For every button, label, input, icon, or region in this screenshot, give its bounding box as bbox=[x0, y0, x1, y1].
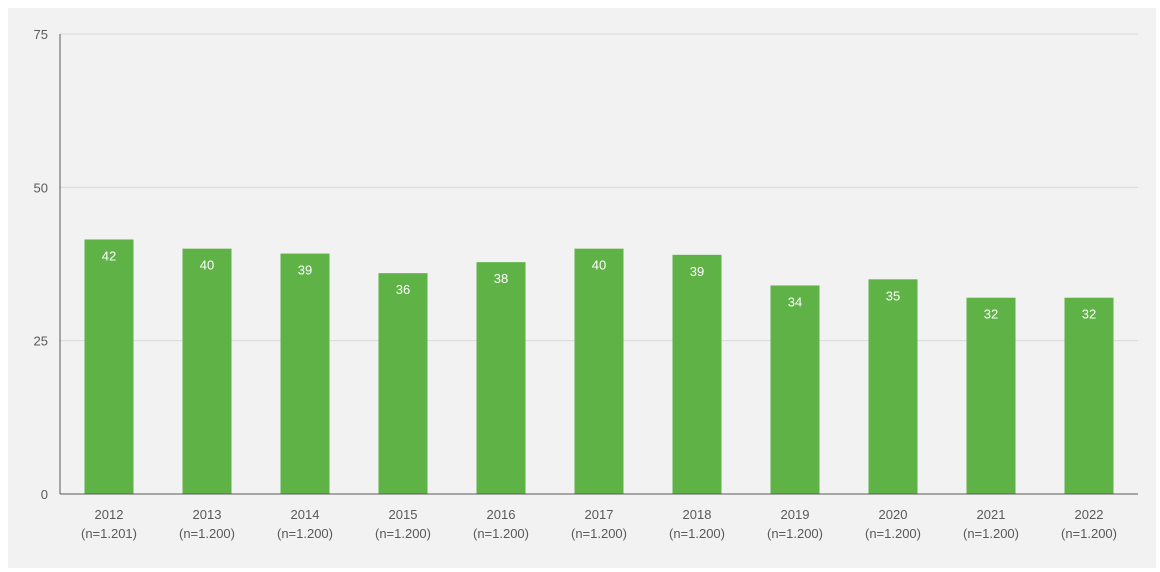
x-tick-label-year: 2021 bbox=[977, 507, 1006, 522]
x-tick-label-year: 2014 bbox=[291, 507, 320, 522]
data-label: 40 bbox=[200, 258, 214, 273]
data-label: 36 bbox=[396, 282, 410, 297]
bar bbox=[868, 279, 918, 494]
bar bbox=[966, 297, 1016, 494]
data-label: 34 bbox=[788, 294, 802, 309]
x-tick-label-year: 2019 bbox=[781, 507, 810, 522]
bar bbox=[574, 248, 624, 494]
chart-area: 0 25 50 75 42 40 39 36 38 40 39 34 35 32 32 2012 (n=1.… bbox=[8, 8, 1156, 568]
bars bbox=[84, 239, 1114, 494]
x-axis-ticks: 2012 (n=1.201) 2013 (n=1.200) 2014 (n=1.200) 2… bbox=[81, 507, 1117, 541]
y-tick-label: 75 bbox=[34, 27, 48, 42]
x-tick-label-year: 2015 bbox=[389, 507, 418, 522]
y-tick-label: 0 bbox=[41, 487, 48, 502]
x-tick-label-sample: (n=1.200) bbox=[767, 526, 823, 541]
x-tick-label-sample: (n=1.200) bbox=[963, 526, 1019, 541]
bar bbox=[84, 239, 134, 494]
x-tick-label-sample: (n=1.200) bbox=[865, 526, 921, 541]
x-tick-label-sample: (n=1.200) bbox=[473, 526, 529, 541]
bar bbox=[1064, 297, 1114, 494]
x-tick-label-sample: (n=1.200) bbox=[1061, 526, 1117, 541]
x-tick-label-sample: (n=1.200) bbox=[375, 526, 431, 541]
bar bbox=[280, 253, 330, 494]
bar-chart: 0 25 50 75 42 40 39 36 38 40 39 34 35 32 32 2012 (n=1.… bbox=[34, 27, 1138, 541]
data-labels: 42 40 39 36 38 40 39 34 35 32 32 bbox=[102, 248, 1096, 321]
x-tick-label-year: 2018 bbox=[683, 507, 712, 522]
y-tick-label: 25 bbox=[34, 334, 48, 349]
data-label: 40 bbox=[592, 258, 606, 273]
x-tick-label-year: 2013 bbox=[193, 507, 222, 522]
data-label: 32 bbox=[984, 307, 998, 322]
x-tick-label-sample: (n=1.200) bbox=[669, 526, 725, 541]
x-tick-label-year: 2012 bbox=[95, 507, 124, 522]
x-tick-label-year: 2016 bbox=[487, 507, 516, 522]
bar bbox=[182, 248, 232, 494]
x-tick-label-sample: (n=1.200) bbox=[179, 526, 235, 541]
y-tick-label: 50 bbox=[34, 180, 48, 195]
data-label: 39 bbox=[690, 264, 704, 279]
data-label: 42 bbox=[102, 248, 116, 263]
bar bbox=[770, 285, 820, 494]
x-tick-label-year: 2020 bbox=[879, 507, 908, 522]
x-tick-label-year: 2022 bbox=[1075, 507, 1104, 522]
x-tick-label-sample: (n=1.200) bbox=[277, 526, 333, 541]
x-tick-label-year: 2017 bbox=[585, 507, 614, 522]
x-tick-label-sample: (n=1.200) bbox=[571, 526, 627, 541]
y-axis-ticks: 0 25 50 75 bbox=[34, 27, 48, 502]
data-label: 32 bbox=[1082, 307, 1096, 322]
bar bbox=[476, 262, 526, 494]
bar bbox=[672, 254, 722, 494]
data-label: 38 bbox=[494, 271, 508, 286]
data-label: 39 bbox=[298, 263, 312, 278]
bar bbox=[378, 273, 428, 494]
x-tick-label-sample: (n=1.201) bbox=[81, 526, 137, 541]
data-label: 35 bbox=[886, 288, 900, 303]
